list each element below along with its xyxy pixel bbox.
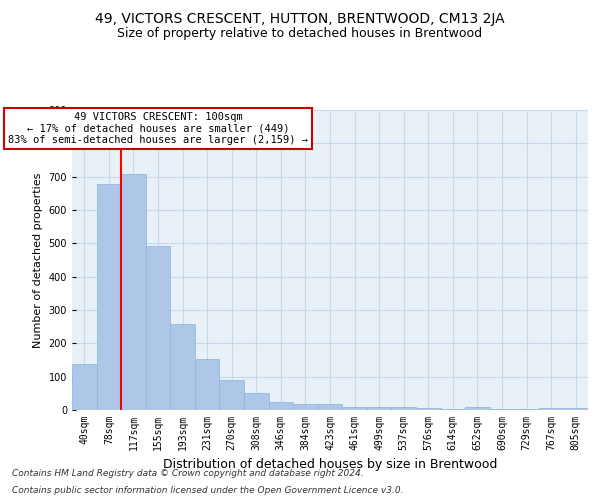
Text: Contains public sector information licensed under the Open Government Licence v3: Contains public sector information licen… xyxy=(12,486,404,495)
Text: Contains HM Land Registry data © Crown copyright and database right 2024.: Contains HM Land Registry data © Crown c… xyxy=(12,468,364,477)
Bar xyxy=(170,324,195,410)
Bar xyxy=(465,407,490,410)
Text: 49 VICTORS CRESCENT: 100sqm
← 17% of detached houses are smaller (449)
83% of se: 49 VICTORS CRESCENT: 100sqm ← 17% of det… xyxy=(8,112,308,145)
Bar xyxy=(220,380,244,410)
Bar xyxy=(269,402,293,410)
X-axis label: Distribution of detached houses by size in Brentwood: Distribution of detached houses by size … xyxy=(163,458,497,471)
Y-axis label: Number of detached properties: Number of detached properties xyxy=(33,172,43,348)
Bar xyxy=(97,184,121,410)
Bar xyxy=(539,408,563,410)
Bar xyxy=(121,174,146,410)
Bar xyxy=(244,392,269,410)
Bar xyxy=(72,364,97,410)
Bar xyxy=(490,408,514,410)
Bar xyxy=(195,360,220,410)
Bar xyxy=(293,404,318,410)
Text: Size of property relative to detached houses in Brentwood: Size of property relative to detached ho… xyxy=(118,28,482,40)
Bar xyxy=(514,408,539,410)
Bar xyxy=(342,406,367,410)
Bar xyxy=(318,404,342,410)
Text: 49, VICTORS CRESCENT, HUTTON, BRENTWOOD, CM13 2JA: 49, VICTORS CRESCENT, HUTTON, BRENTWOOD,… xyxy=(95,12,505,26)
Bar xyxy=(416,408,440,410)
Bar xyxy=(391,407,416,410)
Bar xyxy=(146,246,170,410)
Bar xyxy=(440,408,465,410)
Bar xyxy=(563,408,588,410)
Bar xyxy=(367,406,391,410)
